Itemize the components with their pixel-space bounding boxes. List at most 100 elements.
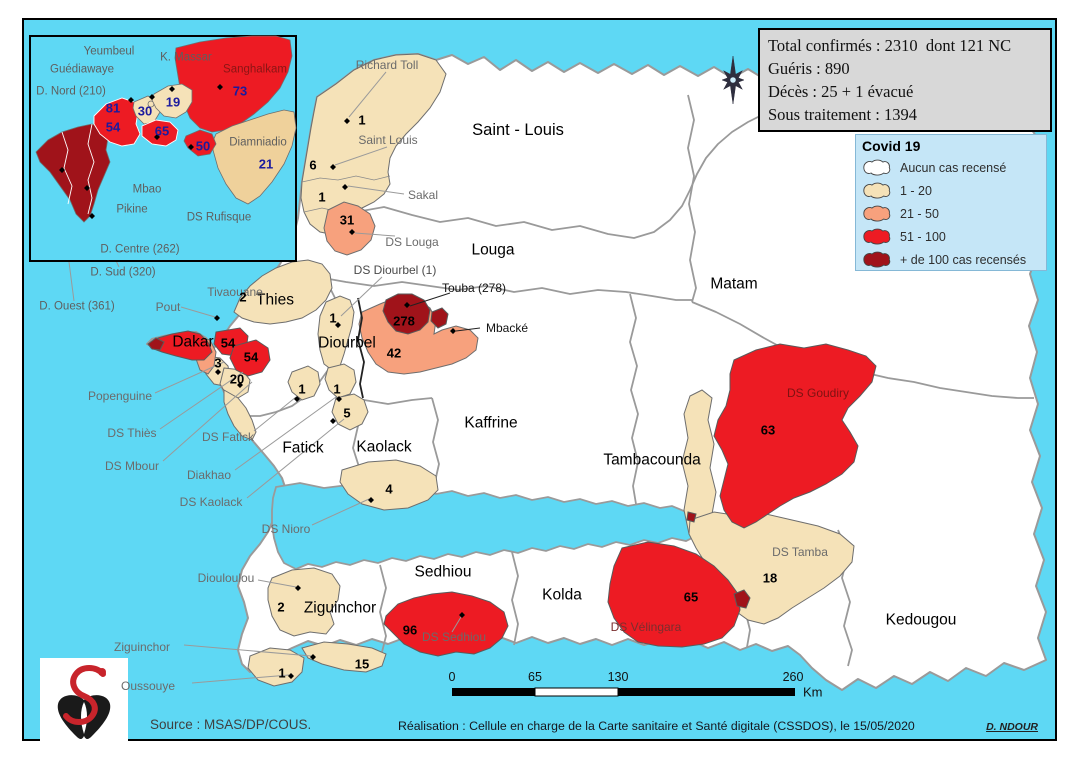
inset-value-diamniadio: 21 bbox=[258, 156, 274, 172]
scale-tick-130: 130 bbox=[607, 670, 629, 684]
districts-100-plus bbox=[147, 293, 751, 609]
case-value-tivaouane: 2 bbox=[239, 289, 247, 305]
case-value-sakal: 1 bbox=[318, 189, 326, 205]
district-label-saint-louis-city: Saint Louis bbox=[358, 133, 418, 147]
compass-icon bbox=[721, 55, 745, 105]
inset-label-d-nord: D. Nord (210) bbox=[36, 85, 106, 98]
legend-item-label: + de 100 cas recensés bbox=[900, 252, 1027, 267]
legend-swatch-icon bbox=[863, 205, 891, 221]
inset-value-pikine: 54 bbox=[105, 119, 121, 135]
case-value-diouloulou: 2 bbox=[277, 599, 285, 615]
district-label-ds-kaolack: DS Kaolack bbox=[179, 495, 243, 509]
footer-source: Source : MSAS/DP/COUS. bbox=[150, 717, 312, 732]
region-label-dakar: Dakar bbox=[172, 333, 214, 351]
location-dots bbox=[214, 118, 465, 679]
legend-swatch-icon bbox=[863, 159, 891, 175]
legend-item-2: 21 - 50 bbox=[862, 202, 1046, 225]
district-label-richard-toll: Richard Toll bbox=[355, 58, 419, 72]
inset-dakar bbox=[29, 35, 297, 262]
stats-recovered: Guéris : 890 bbox=[768, 59, 850, 78]
district-label-popenguine: Popenguine bbox=[87, 389, 153, 403]
case-value-saint-louis: 6 bbox=[309, 157, 317, 173]
region-label-kaffrine: Kaffrine bbox=[464, 414, 518, 432]
district-label-diouloulou: Diouloulou bbox=[197, 571, 255, 585]
scale-unit: Km bbox=[803, 684, 823, 700]
region-label-kedougou: Kedougou bbox=[885, 611, 957, 629]
case-value-rufisque-area: 3 bbox=[214, 355, 222, 371]
legend-swatch-icon bbox=[863, 182, 891, 198]
case-value-richard-toll: 1 bbox=[358, 112, 366, 128]
inset-label-yeumbeul: Yeumbeul bbox=[83, 45, 135, 58]
case-value-dakar-a: 54 bbox=[220, 335, 236, 351]
inset-label-mbao: Mbao bbox=[132, 183, 162, 196]
case-value-ds-velingara: 65 bbox=[683, 589, 699, 605]
legend-swatch-icon bbox=[863, 251, 891, 267]
legend-items: Aucun cas recensé 1 - 20 21 - 50 51 - 100 + … bbox=[862, 156, 1046, 271]
case-value-ziguinchor-strip: 15 bbox=[354, 656, 370, 672]
legend-item-label: 1 - 20 bbox=[900, 183, 932, 198]
case-value-ds-kaolack: 5 bbox=[343, 405, 351, 421]
case-value-dakar-b: 54 bbox=[243, 349, 259, 365]
inset-value-k-massar: 19 bbox=[165, 94, 181, 110]
district-label-ds-nioro: DS Nioro bbox=[261, 522, 311, 536]
case-value-ds-louga: 31 bbox=[339, 212, 355, 228]
district-label-ds-velingara: DS Vélingara bbox=[610, 620, 682, 634]
region-label-matam: Matam bbox=[710, 275, 758, 293]
case-value-oussouye: 1 bbox=[278, 665, 286, 681]
case-value-ds-nioro: 4 bbox=[385, 481, 393, 497]
inset-value-guediawaye: 81 bbox=[105, 100, 121, 116]
inset-label-ds-rufisque: DS Rufisque bbox=[186, 211, 252, 224]
district-label-ds-tamba: DS Tamba bbox=[772, 545, 828, 559]
footer-author: D. NDOUR bbox=[986, 721, 1038, 733]
stats-under-treatment: Sous traitement : 1394 bbox=[768, 105, 917, 124]
districts-1-20 bbox=[201, 53, 855, 687]
inset-label-d-ouest: D. Ouest (361) bbox=[39, 300, 115, 313]
region-label-tambacounda: Tambacounda bbox=[603, 451, 701, 469]
stats-total-confirmed: Total confirmés : 2310 dont 121 NC bbox=[768, 36, 1012, 55]
stats-box: Total confirmés : 2310 dont 121 NC Guéri… bbox=[758, 28, 1052, 132]
inset-label-d-centre: D. Centre (262) bbox=[100, 243, 180, 256]
inset-label-k-massar: K. Massar bbox=[160, 51, 212, 64]
region-label-kolda: Kolda bbox=[542, 586, 582, 604]
region-label-ziguinchor: Ziguinchor bbox=[303, 599, 377, 617]
case-value-mbacke: 42 bbox=[386, 345, 402, 361]
scale-bar bbox=[452, 687, 795, 697]
inset-label-guediawaye: Guédiawaye bbox=[50, 63, 114, 76]
district-label-ds-goudiry: DS Goudiry bbox=[786, 386, 850, 400]
district-label-mbacke: Mbacké bbox=[485, 321, 529, 335]
districts-51-100 bbox=[147, 327, 877, 657]
district-label-ziguinchor-city: Ziguinchor bbox=[113, 640, 171, 654]
legend-item-0: Aucun cas recensé bbox=[862, 156, 1046, 179]
region-label-sedhiou: Sedhiou bbox=[414, 563, 472, 581]
district-label-oussouye: Oussouye bbox=[120, 679, 176, 693]
inset-label-sanghalkam: Sanghalkam bbox=[223, 63, 287, 76]
legend-item-label: 51 - 100 bbox=[900, 229, 946, 244]
district-label-sakal: Sakal bbox=[407, 188, 439, 202]
region-label-louga: Louga bbox=[471, 241, 515, 259]
inset-label-diamniadio: Diamniadio bbox=[229, 136, 287, 149]
legend-item-label: 21 - 50 bbox=[900, 206, 939, 221]
district-label-ds-fatick: DS Fatick bbox=[201, 430, 255, 444]
stats-deaths: Décès : 25 + 1 évacué bbox=[768, 82, 914, 101]
case-value-ds-sedhiou: 96 bbox=[402, 622, 418, 638]
region-label-fatick: Fatick bbox=[282, 439, 324, 457]
region-label-diourbel: Diourbel bbox=[318, 334, 376, 352]
case-value-ds-tamba: 18 bbox=[762, 570, 778, 586]
inset-label-pikine: Pikine bbox=[116, 203, 148, 216]
inset-value-mbao: 65 bbox=[154, 123, 170, 139]
district-label-tivaouane: Tivaouane bbox=[207, 285, 263, 299]
district-label-ds-thies: DS Thiès bbox=[107, 426, 157, 440]
diourbel-boundary bbox=[357, 297, 365, 399]
district-label-touba: Touba (278) bbox=[441, 281, 507, 295]
case-value-ds-goudiry: 63 bbox=[760, 422, 776, 438]
case-value-ds-diourbel: 1 bbox=[329, 310, 337, 326]
legend-swatch-icon bbox=[863, 228, 891, 244]
legend-item-3: 51 - 100 bbox=[862, 225, 1046, 248]
scale-tick-65: 65 bbox=[528, 670, 542, 684]
case-value-ds-fatick: 1 bbox=[298, 381, 306, 397]
inset-label-d-sud: D. Sud (320) bbox=[90, 266, 156, 279]
district-label-diakhao: Diakhao bbox=[186, 468, 232, 482]
